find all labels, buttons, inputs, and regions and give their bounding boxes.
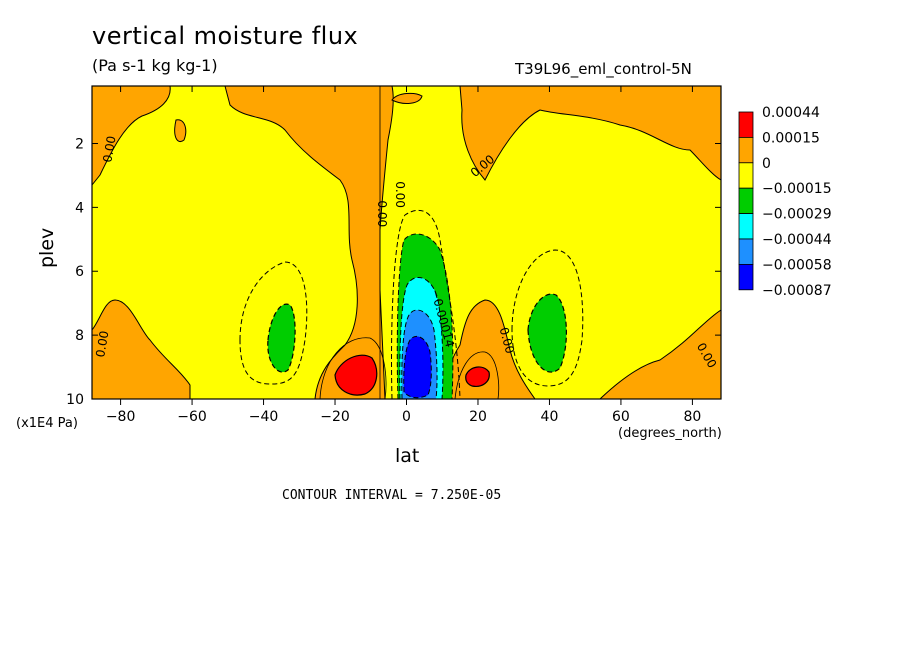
contour-label: 0.00 [93,330,111,359]
max-left [334,354,378,396]
x-axis-label: lat [395,445,420,467]
x-tick-label: −60 [177,409,207,425]
x-tick-label: 60 [612,409,630,425]
positive-region-top-left [92,86,171,186]
legend-label: −0.00029 [762,207,832,223]
run-label: T39L96_eml_control-5N [515,60,692,78]
y-tick-label: 6 [75,264,84,280]
positive-region-top-center [224,86,394,399]
x-axis: −80 −60 −40 −20 0 20 40 60 80 [106,86,701,425]
y-axis-units: (x1E4 Pa) [16,416,78,431]
chart-title: vertical moisture flux [92,22,359,50]
negative-bullseye [396,233,454,399]
dashed-contours [239,209,584,399]
legend-swatch [738,111,754,138]
legend-label: −0.00058 [762,257,832,273]
contour-label: 0.00 [393,181,407,208]
positive-region-small-top [391,92,423,104]
contour-label: 0.00 [100,135,118,164]
legend-swatch [738,213,754,240]
contour-label: 0.00 [375,200,389,227]
positive-region-lower-center [439,299,536,399]
solid-contours [319,86,500,399]
legend-swatch [738,238,754,265]
x-tick-label: 40 [541,409,559,425]
chart-units: (Pa s-1 kg kg-1) [92,56,218,75]
max-right [465,366,490,387]
positive-region-small-left [174,119,187,143]
legend-label: −0.00044 [762,232,832,248]
legend-swatch [738,187,754,214]
legend-label: −0.00087 [762,283,832,299]
contour-interval: CONTOUR INTERVAL = 7.250E-05 [282,488,502,503]
x-axis-units: (degrees_north) [618,426,722,441]
positive-region-top-right [459,86,721,181]
legend-swatch [738,136,754,164]
x-tick-label: 0 [402,409,411,425]
legend-swatch [738,162,754,189]
y-axis: 2 4 6 8 10 [66,136,721,408]
contour-label: 0.00 [497,326,517,355]
color-legend: 0.00044 0.00015 0 −0.00015 −0.00029 −0.00044 −… [738,105,832,299]
maxima [334,354,490,396]
x-tick-label: −40 [249,409,279,425]
x-tick-label: −20 [320,409,350,425]
positive-regions [92,86,721,399]
y-tick-label: 4 [75,200,84,216]
y-tick-label: 2 [75,136,84,152]
negative-region-left [267,303,296,373]
positive-region-lower-left [92,299,191,399]
y-tick-label: 8 [75,328,84,344]
y-axis-label: plev [36,227,58,268]
x-tick-label: 20 [469,409,487,425]
legend-label: 0.00044 [762,105,820,121]
negative-side-regions [267,293,567,373]
legend-swatch [738,263,754,291]
x-tick-label: −80 [106,409,136,425]
positive-region-lower-right [599,309,721,399]
legend-label: 0.00015 [762,130,820,146]
negative-region-right [527,293,567,373]
legend-label: 0 [762,156,771,172]
y-tick-label: 10 [66,392,84,408]
x-tick-label: 80 [683,409,701,425]
legend-label: −0.00015 [762,181,832,197]
